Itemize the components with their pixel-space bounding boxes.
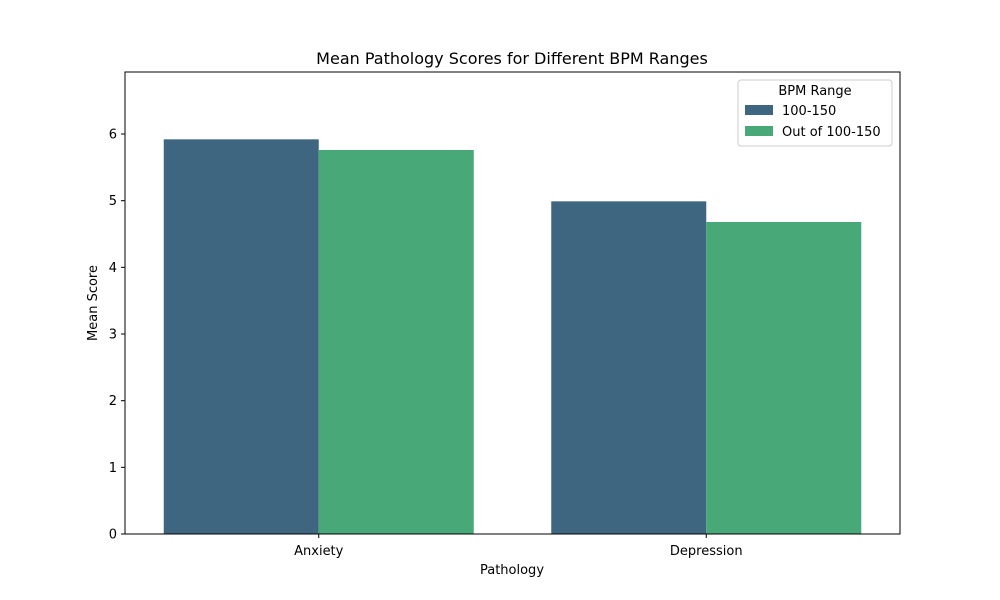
bar-anxiety-out-of-100-150 — [318, 150, 474, 534]
x-tick-label: Depression — [670, 544, 743, 559]
y-axis-label: Mean Score — [86, 265, 101, 341]
plot-frame — [124, 71, 901, 535]
y-tick-label: 4 — [109, 261, 117, 276]
legend-title: BPM Range — [778, 84, 851, 99]
bar-anxiety-100-150 — [163, 139, 319, 535]
bars-layer — [163, 139, 862, 535]
legend-swatch — [745, 105, 773, 115]
x-tick-label: Anxiety — [294, 544, 344, 559]
chart-title: Mean Pathology Scores for Different BPM … — [316, 49, 708, 68]
x-axis-label: Pathology — [480, 563, 544, 578]
y-tick-label: 6 — [109, 128, 117, 143]
y-tick-label: 2 — [109, 394, 117, 409]
y-tick-label: 1 — [109, 461, 117, 476]
y-tick-label: 0 — [109, 528, 117, 543]
y-tick-label: 5 — [109, 194, 117, 209]
y-ticks: 0 1 2 3 4 5 6 — [109, 128, 125, 543]
legend-swatch — [745, 126, 773, 136]
legend: BPM Range 100-150 Out of 100-150 — [737, 79, 893, 147]
bar-depression-out-of-100-150 — [706, 222, 862, 534]
legend-label: 100-150 — [782, 104, 836, 119]
legend-label: Out of 100-150 — [782, 125, 881, 140]
bar-depression-100-150 — [551, 201, 707, 535]
legend-frame — [737, 79, 893, 147]
y-tick-label: 3 — [109, 328, 117, 343]
x-ticks: Anxiety Depression — [294, 534, 743, 559]
axes-layer — [124, 71, 901, 535]
